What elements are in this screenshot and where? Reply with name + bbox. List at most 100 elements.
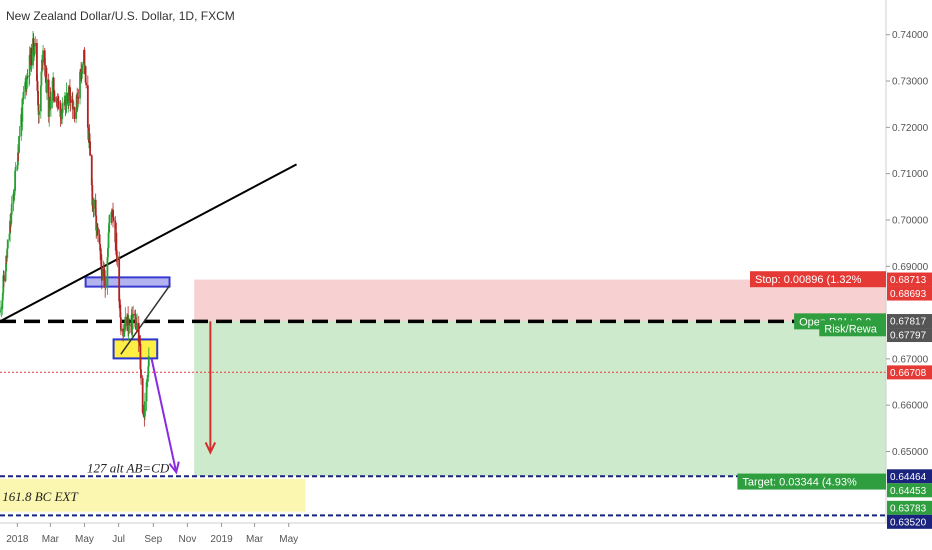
candle-body <box>138 342 141 344</box>
candle <box>98 229 101 245</box>
candle <box>57 95 60 110</box>
candle-body <box>123 331 126 334</box>
candle-body <box>17 152 19 166</box>
candle-body <box>42 50 44 63</box>
candle-body <box>2 275 5 293</box>
candle <box>48 89 51 127</box>
candle <box>5 255 8 275</box>
y-tick-label: 0.73000 <box>892 77 929 88</box>
price-tag-bg <box>887 500 932 515</box>
candle-body <box>57 97 60 102</box>
candle-body <box>26 76 29 78</box>
candle-body <box>30 47 33 66</box>
candle-body <box>108 222 111 233</box>
candle-body <box>1 292 4 301</box>
candle-body <box>123 329 126 332</box>
candle-body <box>112 217 115 221</box>
candle-body <box>136 322 138 330</box>
position-tool[interactable] <box>194 279 887 477</box>
candle-body <box>6 239 9 249</box>
candle-body <box>24 82 27 93</box>
info-box-0[interactable]: Stop: 0.00896 (1.32% <box>750 271 886 288</box>
candle <box>144 392 146 421</box>
candle-body <box>67 92 70 106</box>
price-tag-5: 0.64464 <box>887 469 932 484</box>
x-tick-label: Sep <box>144 534 162 545</box>
candle <box>52 76 55 103</box>
price-tag-label: 0.64464 <box>890 472 927 483</box>
info-box-3[interactable]: Target: 0.03344 (4.93% <box>737 473 886 490</box>
candle-body <box>41 59 43 72</box>
info-box-bg[interactable] <box>737 473 886 490</box>
target-zone[interactable] <box>194 321 887 477</box>
zone-box-0 <box>84 276 171 288</box>
candle <box>53 90 56 103</box>
candle <box>142 407 145 417</box>
candle <box>84 65 87 83</box>
candle <box>99 236 102 261</box>
candle-body <box>106 257 109 287</box>
trendline-1 <box>120 285 171 355</box>
candle-body <box>76 97 79 108</box>
candle-body <box>65 103 67 111</box>
candle-body <box>14 171 17 191</box>
candle-body <box>84 66 87 83</box>
candle <box>94 193 97 217</box>
candle-body <box>103 268 105 276</box>
info-box-label: Target: 0.03344 (4.93% <box>742 477 857 489</box>
candle-body <box>144 401 146 417</box>
y-tick-label: 0.66000 <box>892 401 929 412</box>
candle <box>120 318 123 332</box>
candle-body <box>50 100 52 109</box>
candle <box>76 92 79 111</box>
candle-body <box>104 286 107 288</box>
candle-body <box>145 382 148 402</box>
candle-body <box>107 248 109 258</box>
candle-body <box>33 46 36 51</box>
candle-body <box>14 169 17 172</box>
candle-body <box>18 135 21 137</box>
candle <box>6 239 9 250</box>
candle-body <box>40 71 43 86</box>
candle-body <box>46 79 48 93</box>
x-tick-label: May <box>75 534 94 545</box>
price-tag-6: 0.64453 <box>887 483 932 498</box>
candle <box>141 375 144 415</box>
arrows-layer <box>150 321 217 475</box>
info-box-2[interactable]: Risk/Rewa <box>819 320 886 337</box>
candle <box>51 77 54 109</box>
candle-body <box>57 101 60 103</box>
candle <box>104 276 107 290</box>
candle <box>65 103 67 113</box>
candle-body <box>37 105 40 115</box>
candle-body <box>16 165 19 170</box>
candle <box>91 179 94 212</box>
candle <box>3 270 5 288</box>
candle <box>38 104 41 124</box>
candle-body <box>118 301 121 305</box>
y-tick-label: 0.72000 <box>892 123 929 134</box>
candle-body <box>65 92 68 104</box>
candle-body <box>69 87 71 96</box>
candle <box>73 106 76 123</box>
candle <box>17 144 19 169</box>
candle <box>14 162 17 181</box>
price-tag-label: 0.67817 <box>890 317 927 328</box>
y-tick-label: 0.67000 <box>892 354 929 365</box>
price-tag-label: 0.67797 <box>890 331 927 342</box>
candle-body <box>8 233 11 240</box>
info-box-bg[interactable] <box>819 320 886 337</box>
candle-body <box>119 317 122 331</box>
candle-body <box>1 300 4 307</box>
x-tick-label: 2018 <box>6 534 29 545</box>
price-tag-1: 0.68693 <box>887 286 932 301</box>
candle-body <box>137 322 140 343</box>
candle <box>137 316 140 352</box>
candle-body <box>112 209 114 218</box>
candle-body <box>133 313 136 316</box>
candle-body <box>99 244 102 251</box>
candle-body <box>36 43 38 81</box>
candle-body <box>146 381 149 383</box>
info-box-bg[interactable] <box>750 271 886 288</box>
